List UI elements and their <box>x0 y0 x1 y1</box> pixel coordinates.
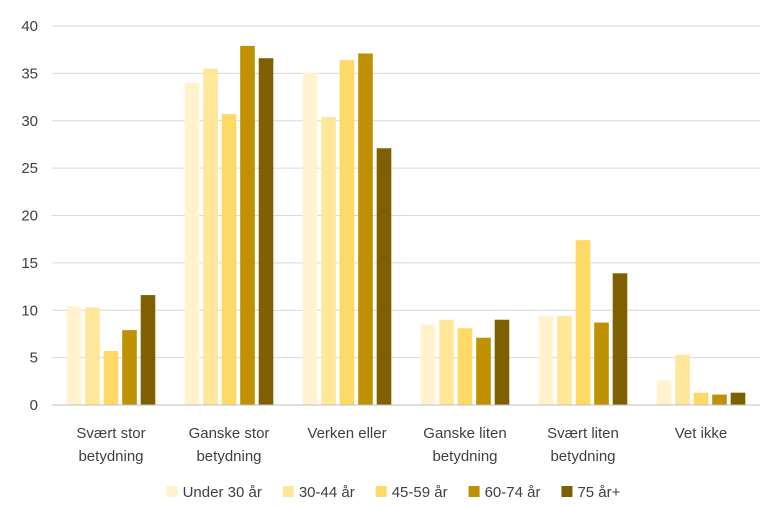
bar <box>122 330 137 405</box>
y-tick-label: 10 <box>21 302 38 319</box>
bar <box>203 68 218 405</box>
legend-swatch <box>375 486 387 497</box>
y-tick-label: 0 <box>30 397 38 414</box>
bar <box>103 350 119 405</box>
bar <box>420 324 436 405</box>
y-axis: 0 5 10 15 20 25 30 35 40 <box>21 18 38 414</box>
y-tick-label: 25 <box>21 160 38 177</box>
bar <box>457 328 473 405</box>
x-tick-label: Ganske liten <box>423 425 506 442</box>
bar <box>494 319 510 405</box>
y-tick-label: 20 <box>21 208 38 225</box>
y-tick-label: 35 <box>21 65 38 82</box>
x-tick-label: Svært stor <box>76 425 145 442</box>
bar <box>358 53 373 405</box>
bar <box>140 295 156 405</box>
legend-swatch <box>468 486 480 497</box>
bar <box>675 354 690 405</box>
x-tick-label: betydning <box>78 448 143 465</box>
y-tick-label: 30 <box>21 113 38 130</box>
bar <box>258 58 274 406</box>
bar <box>66 306 82 405</box>
x-tick-label: Svært liten <box>547 425 619 442</box>
bar <box>575 240 591 405</box>
y-tick-label: 40 <box>21 18 38 35</box>
bar <box>730 392 746 405</box>
legend-item: 75 år+ <box>561 484 621 501</box>
bar <box>240 45 255 406</box>
bar <box>656 380 672 405</box>
bar <box>538 315 554 405</box>
legend: Under 30 år 30-44 år 45-59 år 60-74 år 75 år… <box>166 484 621 501</box>
legend-label: 30-44 år <box>299 484 355 501</box>
legend-item: 45-59 år <box>375 484 448 501</box>
legend-label: 75 år+ <box>577 484 620 501</box>
legend-swatch <box>166 486 178 497</box>
legend-label: 45-59 år <box>392 484 448 501</box>
x-tick-label: betydning <box>196 448 261 465</box>
bar <box>85 307 100 405</box>
bar <box>612 273 628 405</box>
bar <box>476 337 491 405</box>
x-tick-label: Ganske stor <box>189 425 270 442</box>
legend-item: 60-74 år <box>468 484 541 501</box>
legend-item: Under 30 år <box>166 484 262 501</box>
x-tick-label: betydning <box>550 448 615 465</box>
legend-item: 30-44 år <box>282 484 355 501</box>
y-tick-label: 5 <box>30 350 38 367</box>
bar <box>221 114 237 406</box>
bar <box>439 319 454 405</box>
bar <box>302 72 318 406</box>
bar <box>184 82 200 405</box>
bar <box>321 116 336 406</box>
legend-label: Under 30 år <box>183 484 262 501</box>
bar <box>712 394 727 405</box>
bar <box>693 392 709 405</box>
y-tick-label: 15 <box>21 255 38 272</box>
bar <box>339 60 355 406</box>
bar <box>557 315 572 405</box>
legend-swatch <box>561 486 573 497</box>
x-tick-label: Vet ikke <box>675 425 728 442</box>
bar <box>594 322 609 405</box>
gridlines <box>52 25 760 359</box>
legend-label: 60-74 år <box>485 484 541 501</box>
bars <box>66 45 746 406</box>
x-axis: Svært stor betydning Ganske stor betydning V… <box>52 404 760 465</box>
x-tick-label: betydning <box>432 448 497 465</box>
legend-swatch <box>282 486 294 497</box>
x-tick-label: Verken eller <box>307 425 386 442</box>
bar <box>376 148 392 406</box>
